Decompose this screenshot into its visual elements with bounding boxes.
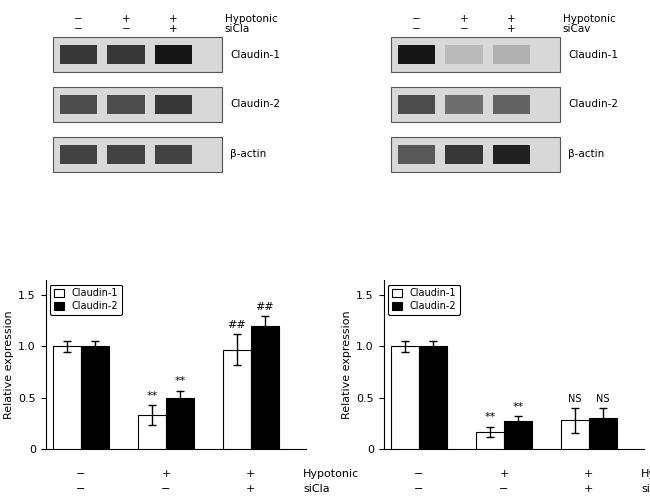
Bar [107,45,144,64]
Text: NS: NS [568,394,582,404]
Bar [391,346,419,449]
Bar [561,420,589,449]
Text: +: + [169,14,177,24]
Text: −: − [74,14,83,24]
Text: −: − [412,14,421,24]
Text: **: ** [174,376,185,386]
Text: −: − [499,484,509,494]
Text: Hypotonic: Hypotonic [641,469,650,479]
Text: −: − [76,484,86,494]
Bar [589,418,617,449]
Text: −: − [460,24,469,34]
Bar [445,45,482,64]
Bar [493,95,530,114]
Y-axis label: Relative expression: Relative expression [4,310,14,419]
Text: Claudin-2: Claudin-2 [230,99,280,109]
Bar [391,37,560,72]
Text: siCla: siCla [225,24,250,34]
Bar [476,432,504,449]
Bar [60,45,98,64]
Text: siCav: siCav [641,484,650,494]
Bar [398,145,436,164]
Text: siCla: siCla [303,484,330,494]
Text: −: − [76,469,86,479]
Text: Claudin-2: Claudin-2 [568,99,618,109]
Bar [391,137,560,172]
Bar [223,349,251,449]
Text: −: − [412,24,421,34]
Bar [398,45,436,64]
Text: +: + [169,24,177,34]
Bar [493,145,530,164]
Bar [251,326,279,449]
Bar [81,346,109,449]
Text: +: + [584,469,593,479]
Bar [138,415,166,449]
Text: +: + [507,14,515,24]
Text: +: + [507,24,515,34]
Bar [398,95,436,114]
Text: **: ** [146,391,158,401]
Text: −: − [161,484,171,494]
Bar [166,398,194,449]
Text: β-actin: β-actin [230,149,266,159]
Text: −: − [74,24,83,34]
Text: +: + [246,469,255,479]
Bar [419,346,447,449]
Legend: Claudin-1, Claudin-2: Claudin-1, Claudin-2 [50,284,122,315]
Text: siCav: siCav [563,24,592,34]
Text: +: + [499,469,509,479]
Bar [60,95,98,114]
Text: +: + [122,14,130,24]
Text: −: − [414,484,424,494]
Bar [53,87,222,122]
Text: +: + [246,484,255,494]
Text: ##: ## [255,301,274,311]
Text: ##: ## [227,320,246,330]
Text: Hypotonic: Hypotonic [563,14,616,24]
Text: −: − [122,24,131,34]
Text: **: ** [484,412,496,423]
Bar [504,421,532,449]
Text: +: + [161,469,171,479]
Text: Hypotonic: Hypotonic [303,469,359,479]
Bar [107,145,144,164]
Text: Claudin-1: Claudin-1 [568,49,618,59]
Bar [53,37,222,72]
Bar [53,137,222,172]
Text: +: + [584,484,593,494]
Bar [445,95,482,114]
Bar [107,95,144,114]
Text: Claudin-1: Claudin-1 [230,49,280,59]
Y-axis label: Relative expression: Relative expression [342,310,352,419]
Bar [155,95,192,114]
Bar [155,145,192,164]
Bar [445,145,482,164]
Text: +: + [460,14,468,24]
Bar [53,346,81,449]
Text: −: − [414,469,424,479]
Bar [155,45,192,64]
Text: Hypotonic: Hypotonic [225,14,278,24]
Bar [391,87,560,122]
Text: **: ** [512,402,523,412]
Text: β-actin: β-actin [568,149,604,159]
Legend: Claudin-1, Claudin-2: Claudin-1, Claudin-2 [388,284,460,315]
Bar [493,45,530,64]
Bar [60,145,98,164]
Text: NS: NS [596,394,610,404]
